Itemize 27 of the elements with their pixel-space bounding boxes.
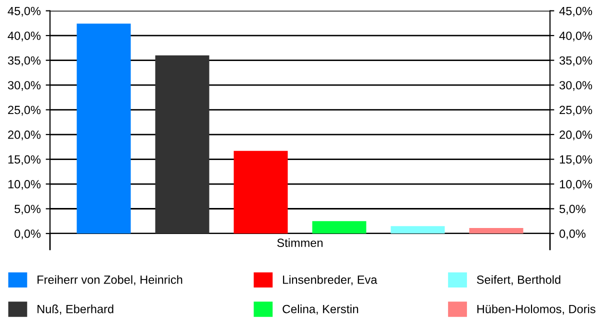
text: 35,0% xyxy=(559,56,592,66)
text: 0,0% xyxy=(559,230,586,240)
y-tick-label: 0,0% xyxy=(14,230,41,240)
y-tick-label: 35,0% xyxy=(8,56,41,66)
text: 30,0% xyxy=(559,81,592,91)
legend-label: Freiherr von Zobel, Heinrich xyxy=(38,275,182,286)
legend-label: Celina, Kerstin xyxy=(282,304,358,315)
text: 5,0% xyxy=(560,204,586,215)
legend-label: Hüben-Holomos, Doris xyxy=(477,304,596,315)
y-tick-label: 25,0% xyxy=(8,106,41,116)
text: 20,0% xyxy=(560,130,592,140)
y-tick-label: 10,0% xyxy=(8,180,41,190)
text: 45,0% xyxy=(559,6,592,17)
y-tick-label: 40,0% xyxy=(8,32,41,42)
text: 15,0% xyxy=(560,155,592,166)
x-tick-label: Stimmen xyxy=(277,238,323,248)
y-tick-label: 30,0% xyxy=(8,81,41,91)
text: 40,0% xyxy=(559,32,592,42)
legend-label: Nuß, Eberhard xyxy=(38,304,114,315)
y-tick-label: 5,0% xyxy=(14,204,41,215)
text: 25,0% xyxy=(560,106,592,116)
text: 10,0% xyxy=(560,180,592,190)
legend-label: Seifert, Berthold xyxy=(476,275,560,286)
y-tick-label: 15,0% xyxy=(8,155,41,166)
legend-label: Linsenbreder, Eva xyxy=(283,275,378,286)
y-tick-label: 20,0% xyxy=(8,130,41,140)
y-tick-label: 45,0% xyxy=(8,6,41,17)
